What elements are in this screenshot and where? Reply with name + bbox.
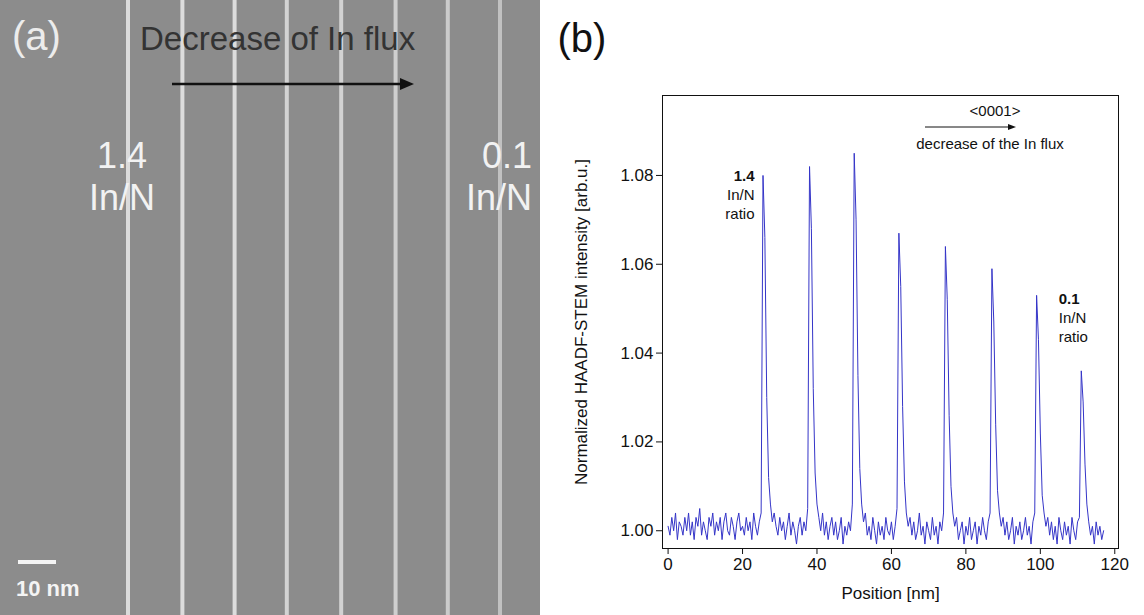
svg-text:decrease of the In flux: decrease of the In flux [916,135,1064,152]
svg-text:60: 60 [882,555,901,574]
svg-text:100: 100 [1026,555,1054,574]
svg-text:1.4In/Nratio: 1.4In/Nratio [725,167,755,222]
svg-text:1.4In/N: 1.4In/N [89,135,155,218]
svg-text:0.1In/N: 0.1In/N [466,135,532,218]
svg-text:<0001>: <0001> [970,102,1021,119]
svg-text:10 nm: 10 nm [16,576,80,601]
svg-text:1.04: 1.04 [620,344,653,363]
svg-text:40: 40 [808,555,827,574]
svg-text:(a): (a) [12,14,61,58]
svg-text:Decrease of In flux: Decrease of In flux [140,20,416,57]
svg-text:80: 80 [956,555,975,574]
svg-text:Position [nm]: Position [nm] [841,584,939,603]
svg-text:0: 0 [663,555,672,574]
svg-text:1.06: 1.06 [620,255,653,274]
svg-text:1.02: 1.02 [620,432,653,451]
svg-text:Normalized HAADF-STEM intensit: Normalized HAADF-STEM intensity [arb.u.] [572,159,591,485]
svg-text:(b): (b) [558,16,607,60]
svg-text:0.1In/Nratio: 0.1In/Nratio [1059,290,1088,345]
svg-text:120: 120 [1101,555,1129,574]
svg-text:1.00: 1.00 [620,521,653,540]
svg-text:20: 20 [733,555,752,574]
svg-text:1.08: 1.08 [620,166,653,185]
